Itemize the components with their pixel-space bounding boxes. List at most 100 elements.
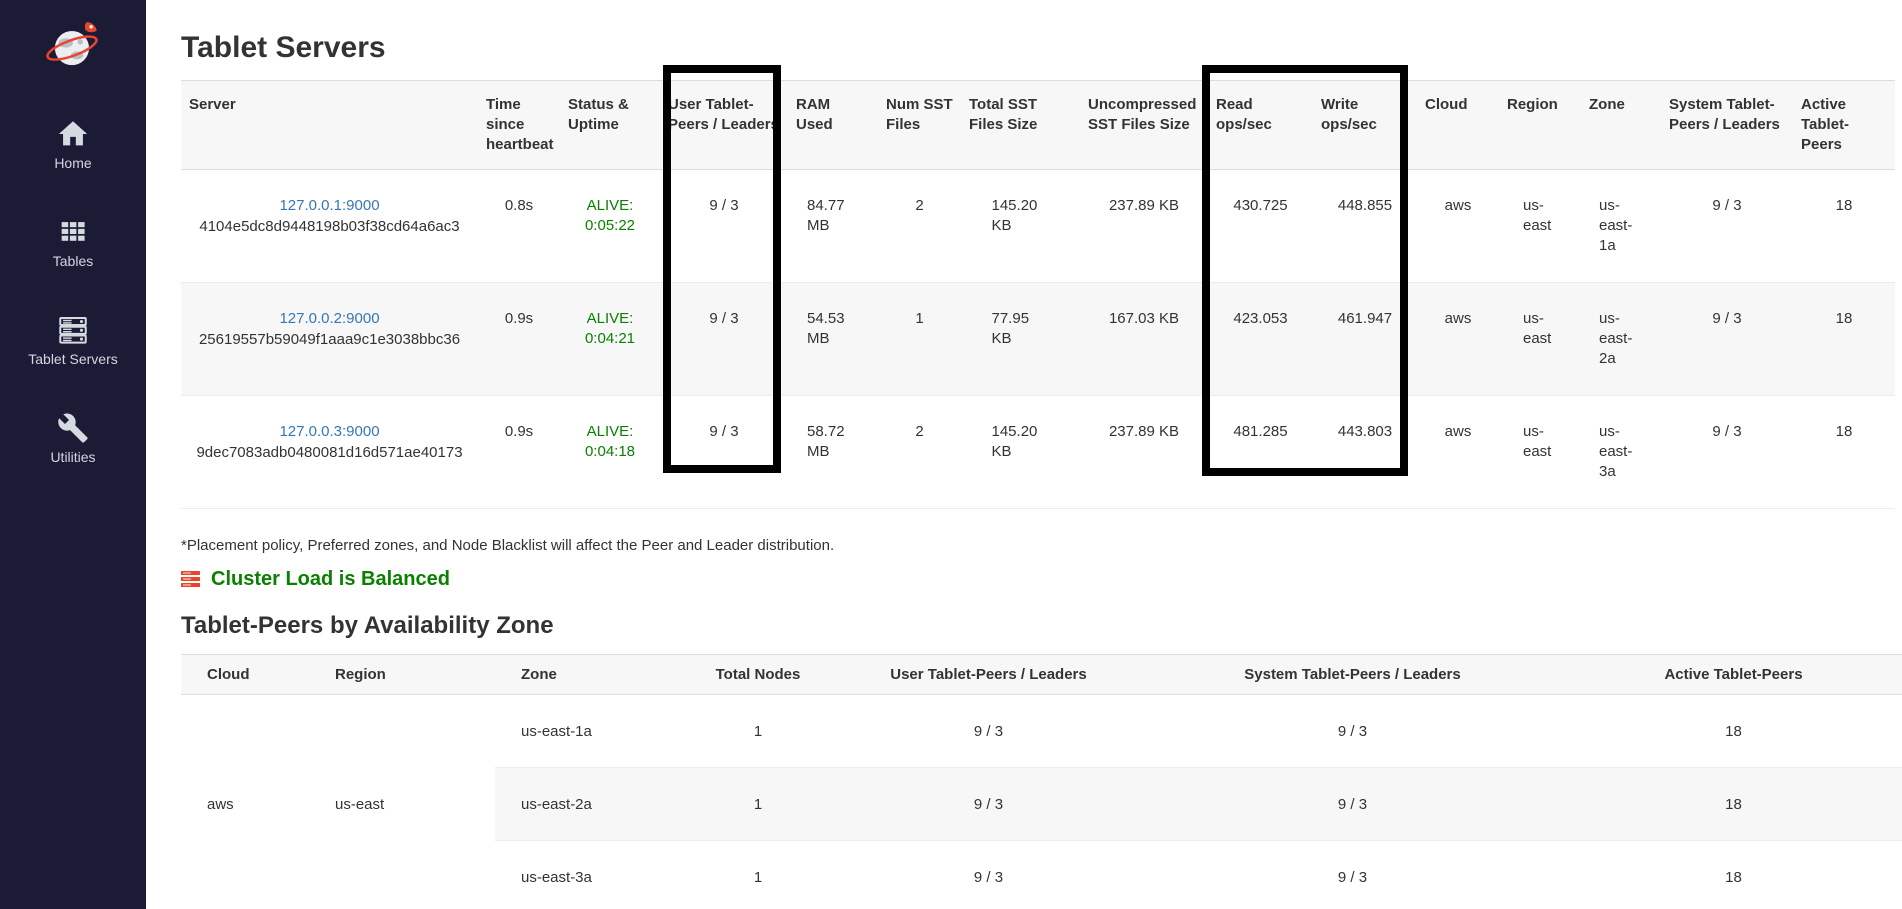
cell-heartbeat: 0.8s	[504, 197, 534, 214]
az-cell-active-tablet-peers: 18	[1565, 840, 1902, 909]
status-uptime: 0:04:21	[584, 330, 636, 347]
az-col-header-zone: Zone	[495, 654, 679, 695]
cell-uncompressed-sst-size: 167.03 KB	[1080, 282, 1208, 396]
cell-region: us-east	[1523, 197, 1552, 234]
az-cell-total-nodes: 1	[753, 722, 763, 740]
servers-header-row: Server Time since heartbeat Status & Upt…	[181, 80, 1895, 170]
server-address-link[interactable]: 127.0.0.3:9000	[279, 423, 380, 440]
az-header-row: Cloud Region Zone Total Nodes User Table…	[181, 654, 1902, 695]
az-cell-zone: us-east-3a	[495, 840, 679, 909]
page-title: Tablet Servers	[181, 31, 386, 64]
utilities-icon	[55, 410, 91, 446]
server-address-link[interactable]: 127.0.0.2:9000	[279, 310, 380, 327]
cell-cloud: aws	[1417, 282, 1499, 396]
cell-total-sst-size: 145.20 KB	[961, 395, 1080, 509]
cell-total-sst-size: 77.95 KB	[961, 282, 1080, 396]
yugabyte-logo[interactable]	[41, 14, 105, 78]
col-header-zone: Zone	[1581, 80, 1661, 170]
cell-write-ops: 448.855	[1337, 197, 1393, 214]
server-uuid: 4104e5dc8d9448198b03f38cd64a6ac3	[199, 218, 460, 235]
az-cell-region: us-east	[335, 795, 385, 813]
cell-total-sst-size: 145.20 KB	[991, 197, 1038, 234]
sidebar-item-tablet-servers[interactable]: Tablet Servers	[0, 312, 146, 368]
load-balancer-icon	[181, 571, 200, 587]
cell-read-ops: 430.725	[1233, 197, 1288, 214]
server-row: 127.0.0.3:9000 9dec7083adb0480081d16d571…	[181, 395, 1895, 509]
cell-num-sst-files: 1	[878, 282, 961, 396]
server-row: 127.0.0.2:9000 25619557b59049f1aaa9c1e30…	[181, 282, 1895, 396]
cell-server: 127.0.0.3:9000 9dec7083adb0480081d16d571…	[181, 395, 478, 509]
col-header-heartbeat: Time since heartbeat	[478, 80, 560, 170]
placement-policy-footnote: *Placement policy, Preferred zones, and …	[181, 537, 835, 554]
az-row: us-east-3a 1 9 / 3 9 / 3 18	[181, 840, 1902, 909]
cell-system-tablet-peers: 9 / 3	[1661, 395, 1793, 509]
cell-active-tablet-peers: 18	[1835, 197, 1853, 214]
cell-heartbeat: 0.9s	[478, 282, 560, 396]
az-row: aws us-east us-east-1a 1 9 / 3 9 / 3 18	[181, 695, 1902, 813]
sidebar-item-label: Home	[54, 155, 92, 171]
az-col-header-active-tablet-peers: Active Tablet-Peers	[1565, 654, 1902, 695]
cell-user-tablet-peers: 9 / 3	[660, 395, 788, 509]
az-col-header-user-tablet-peers: User Tablet-Peers / Leaders	[837, 654, 1140, 695]
globe-rocket-icon	[46, 22, 98, 66]
cell-write-ops: 443.803	[1313, 395, 1417, 509]
cell-region: us-east	[1499, 395, 1581, 509]
az-col-header-region: Region	[309, 654, 495, 695]
az-cell-user-tablet-peers: 9 / 3	[973, 722, 1004, 740]
az-cell-zone: us-east-2a	[495, 767, 679, 841]
col-header-uncompressed-sst-size: Uncompressed SST Files Size	[1080, 80, 1208, 170]
cell-region: us-east	[1499, 282, 1581, 396]
cell-user-tablet-peers: 9 / 3	[660, 282, 788, 396]
cell-status: ALIVE: 0:04:21	[560, 282, 660, 396]
az-cell-zone: us-east-1a	[521, 722, 592, 740]
cell-uncompressed-sst-size: 237.89 KB	[1108, 197, 1180, 214]
sidebar-item-home[interactable]: Home	[0, 116, 146, 172]
sidebar-item-label: Utilities	[50, 449, 96, 465]
az-cell-total-nodes: 1	[679, 767, 837, 841]
az-cell-total-nodes: 1	[679, 840, 837, 909]
az-col-header-total-nodes: Total Nodes	[679, 654, 837, 695]
server-address-link[interactable]: 127.0.0.1:9000	[279, 197, 380, 214]
sidebar-item-label: Tablet Servers	[28, 351, 118, 367]
col-header-status-uptime: Status & Uptime	[560, 80, 660, 170]
cell-active-tablet-peers: 18	[1793, 282, 1895, 396]
cluster-load-status: Cluster Load is Balanced	[181, 568, 1894, 591]
cell-server: 127.0.0.1:9000 4104e5dc8d9448198b03f38cd…	[181, 170, 478, 283]
az-cell-user-tablet-peers: 9 / 3	[837, 840, 1140, 909]
sidebar-item-utilities[interactable]: Utilities	[0, 410, 146, 466]
cell-system-tablet-peers: 9 / 3	[1661, 282, 1793, 396]
status-alive: ALIVE:	[586, 423, 634, 440]
status-uptime: 0:05:22	[584, 217, 636, 234]
col-header-num-sst-files: Num SST Files	[878, 80, 961, 170]
cell-read-ops: 423.053	[1208, 282, 1313, 396]
cell-status: ALIVE: 0:05:22	[560, 170, 660, 283]
col-header-cloud: Cloud	[1417, 80, 1499, 170]
cell-active-tablet-peers: 18	[1793, 395, 1895, 509]
cluster-balanced-text: Cluster Load is Balanced	[211, 568, 450, 590]
az-cell-cloud: aws	[207, 795, 234, 813]
cell-cloud: aws	[1417, 395, 1499, 509]
col-header-active-tablet-peers: Active Tablet-Peers	[1793, 80, 1895, 170]
az-cell-system-tablet-peers: 9 / 3	[1140, 767, 1565, 841]
tablet-servers-table: Server Time since heartbeat Status & Upt…	[181, 80, 1895, 509]
cell-ram-used: 54.53 MB	[788, 282, 878, 396]
server-uuid: 25619557b59049f1aaa9c1e3038bbc36	[198, 331, 461, 348]
cell-status: ALIVE: 0:04:18	[560, 395, 660, 509]
az-col-header-system-tablet-peers: System Tablet-Peers / Leaders	[1140, 654, 1565, 695]
az-section-title: Tablet-Peers by Availability Zone	[181, 612, 554, 639]
cell-user-tablet-peers: 9 / 3	[709, 197, 739, 214]
sidebar-item-tables[interactable]: Tables	[0, 214, 146, 270]
col-header-system-tablet-peers: System Tablet-Peers / Leaders	[1661, 80, 1793, 170]
tablet-peers-by-az-table: Cloud Region Zone Total Nodes User Table…	[181, 654, 1902, 909]
col-header-write-ops: Write ops/sec	[1313, 80, 1417, 170]
cell-heartbeat: 0.9s	[478, 395, 560, 509]
cell-read-ops: 481.285	[1208, 395, 1313, 509]
col-header-ram-used: RAM Used	[788, 80, 878, 170]
status-alive: ALIVE:	[586, 197, 634, 214]
cell-zone: us-east-2a	[1581, 282, 1661, 396]
az-col-header-cloud: Cloud	[181, 654, 309, 695]
cell-zone: us-east-3a	[1581, 395, 1661, 509]
az-cell-active-tablet-peers: 18	[1565, 767, 1902, 841]
cell-ram-used: 84.77 MB	[807, 197, 845, 234]
cell-ram-used: 58.72 MB	[788, 395, 878, 509]
